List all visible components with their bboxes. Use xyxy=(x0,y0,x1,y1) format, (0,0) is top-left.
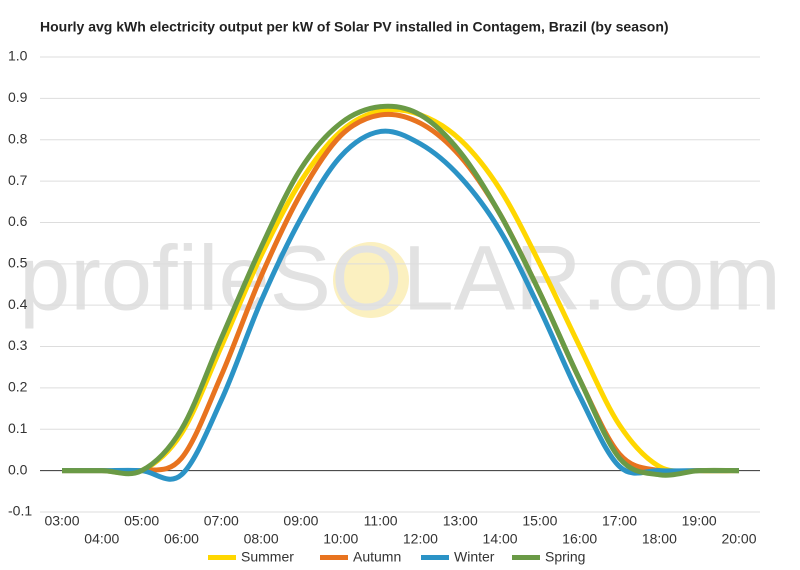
legend-swatch xyxy=(208,555,236,560)
series-line xyxy=(61,103,740,478)
x-tick-label: 07:00 xyxy=(204,513,239,529)
x-tick-label: 15:00 xyxy=(522,513,557,529)
x-tick-label: 16:00 xyxy=(562,531,597,547)
x-tick-label: 13:00 xyxy=(443,513,478,529)
y-tick-label: 0.9 xyxy=(8,89,28,105)
x-tick-label: 11:00 xyxy=(364,513,398,529)
x-tick-label: 08:00 xyxy=(244,531,279,547)
x-tick-label: 10:00 xyxy=(323,531,358,547)
y-tick-label: 0.7 xyxy=(8,172,28,188)
x-tick-label: 17:00 xyxy=(602,513,637,529)
x-tick-label: 05:00 xyxy=(124,513,159,529)
y-tick-label: 0.4 xyxy=(8,296,28,312)
x-tick-label: 03:00 xyxy=(44,513,79,529)
x-tick-label: 14:00 xyxy=(483,531,518,547)
x-tick-label: 20:00 xyxy=(721,531,756,547)
legend-label: Spring xyxy=(545,549,585,565)
watermark: profileSOLAR.com xyxy=(19,227,781,329)
x-tick-label: 19:00 xyxy=(682,513,717,529)
y-tick-label: 0.6 xyxy=(8,213,28,229)
chart-title: Hourly avg kWh electricity output per kW… xyxy=(40,19,669,35)
legend-label: Autumn xyxy=(353,549,401,565)
x-tick-label: 18:00 xyxy=(642,531,677,547)
watermark-sun xyxy=(333,242,409,318)
x-tick-label: 09:00 xyxy=(283,513,318,529)
series-line xyxy=(61,111,739,475)
y-tick-label: 0.2 xyxy=(8,379,28,395)
y-tick-label: 1.0 xyxy=(8,48,28,64)
x-tick-label: 06:00 xyxy=(164,531,199,547)
x-tick-label: 04:00 xyxy=(84,531,119,547)
x-tick-label: 12:00 xyxy=(403,531,438,547)
y-tick-label: 0.8 xyxy=(8,130,28,146)
series-line xyxy=(61,128,739,482)
legend-label: Summer xyxy=(241,549,294,565)
legend-swatch xyxy=(421,555,449,560)
y-tick-label: 0.1 xyxy=(8,420,28,436)
y-tick-label: 0.3 xyxy=(8,337,28,353)
legend-swatch xyxy=(320,555,348,560)
y-tick-label: 0.0 xyxy=(8,461,28,477)
y-tick-label: -0.1 xyxy=(8,503,32,519)
legend-label: Winter xyxy=(454,549,495,565)
y-tick-label: 0.5 xyxy=(8,255,28,271)
legend-swatch xyxy=(512,555,540,560)
